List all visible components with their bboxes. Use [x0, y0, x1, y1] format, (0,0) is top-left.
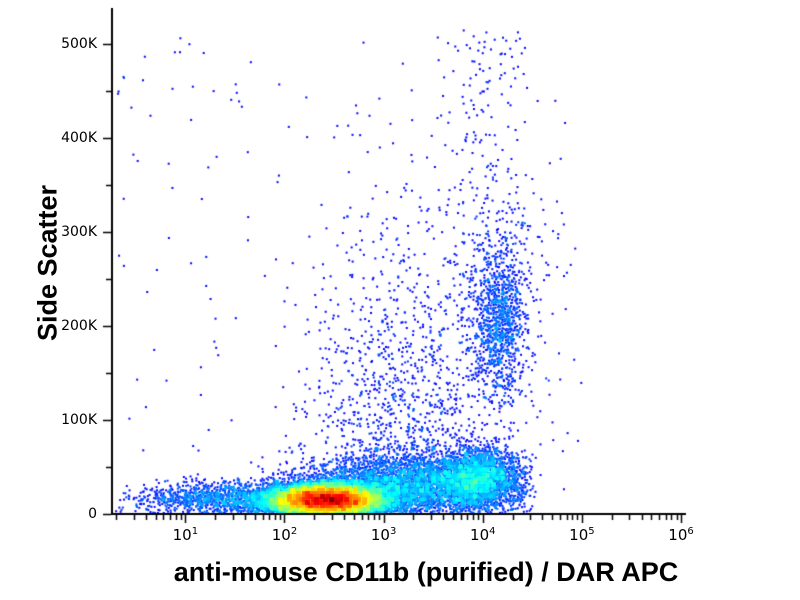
x-tick-label: 102: [271, 526, 298, 544]
x-tick-label: 106: [668, 526, 694, 544]
y-tick-label: 300K: [61, 224, 97, 241]
y-axis-title: Side Scatter: [32, 184, 63, 342]
x-axis-title: anti-mouse CD11b (purified) / DAR APC: [173, 557, 679, 587]
x-tick-label: 101: [172, 526, 199, 544]
y-tick-label: 200K: [61, 318, 97, 335]
y-tick-label: 100K: [61, 412, 97, 428]
y-tick-label: 500K: [61, 36, 97, 53]
y-tick-label: 400K: [61, 130, 97, 147]
x-tick-label: 104: [470, 526, 496, 544]
y-tick-label: 0: [88, 506, 97, 522]
x-tick-label: 103: [370, 526, 397, 544]
x-tick-label: 105: [569, 526, 595, 544]
